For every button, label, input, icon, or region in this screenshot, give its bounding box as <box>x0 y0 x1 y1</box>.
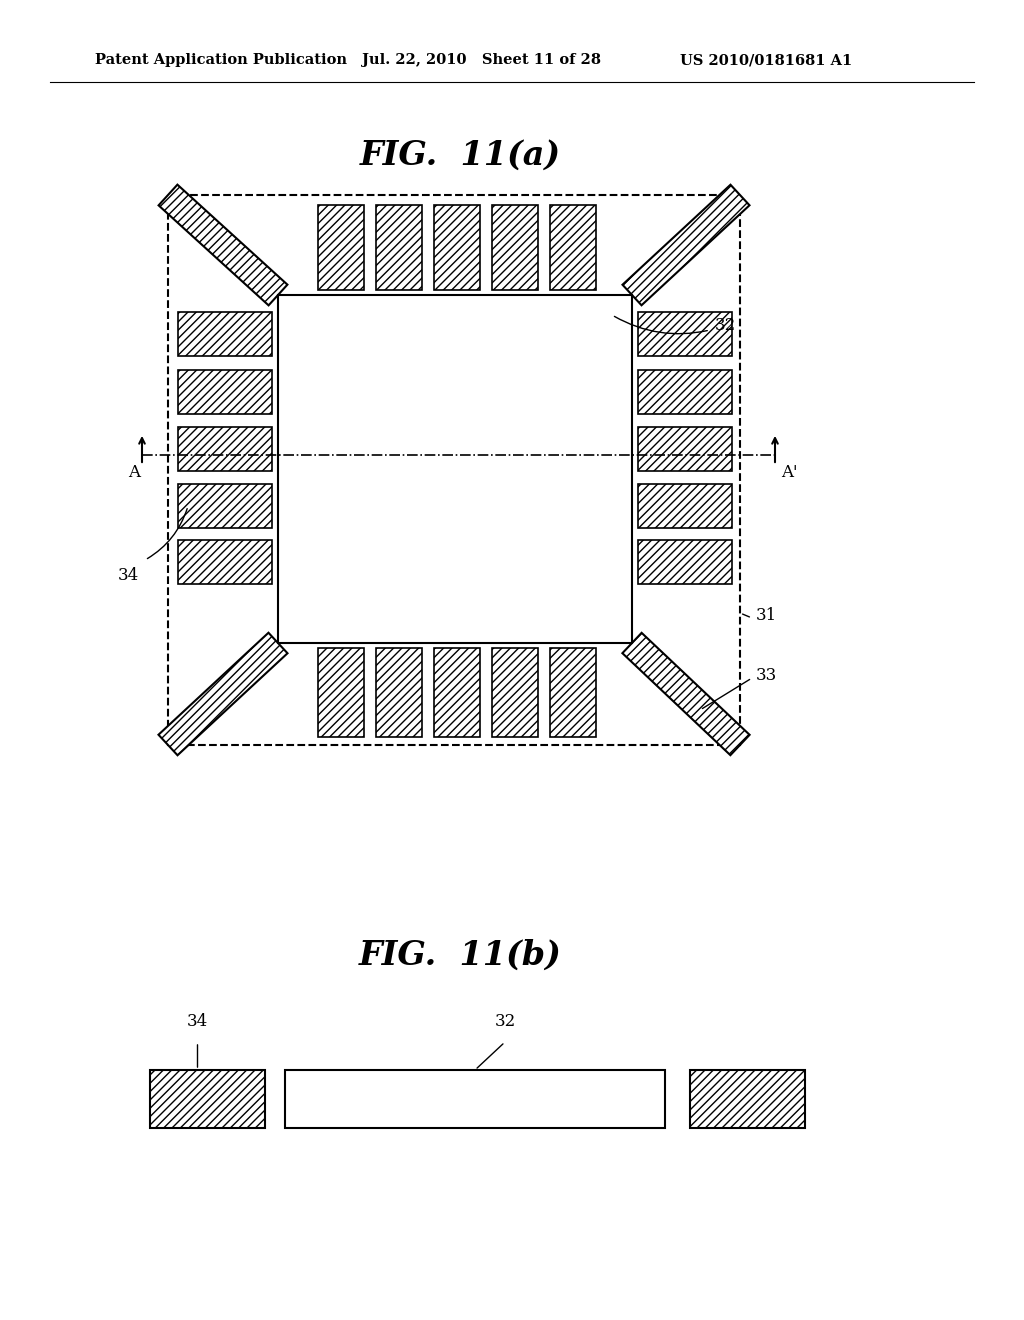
Bar <box>376 648 422 737</box>
Text: 33: 33 <box>756 667 777 684</box>
Bar <box>285 1071 665 1129</box>
Polygon shape <box>159 632 288 755</box>
Polygon shape <box>623 185 750 305</box>
Bar <box>638 426 732 471</box>
Bar <box>550 205 596 290</box>
Text: 32: 32 <box>495 1012 516 1030</box>
Text: FIG.  11(b): FIG. 11(b) <box>358 939 561 972</box>
Polygon shape <box>623 632 750 755</box>
Bar <box>150 1071 265 1129</box>
Bar <box>550 648 596 737</box>
Text: A': A' <box>780 465 798 480</box>
Bar <box>178 540 272 583</box>
Bar <box>318 205 364 290</box>
Text: US 2010/0181681 A1: US 2010/0181681 A1 <box>680 53 852 67</box>
Bar <box>434 205 480 290</box>
Polygon shape <box>159 185 288 305</box>
Bar <box>434 648 480 737</box>
Text: Patent Application Publication: Patent Application Publication <box>95 53 347 67</box>
Bar <box>638 484 732 528</box>
Bar <box>178 426 272 471</box>
Bar <box>178 312 272 356</box>
Bar <box>178 484 272 528</box>
Text: 31: 31 <box>756 606 777 623</box>
Bar <box>638 370 732 414</box>
Bar <box>638 540 732 583</box>
Bar <box>168 195 740 744</box>
Text: 34: 34 <box>186 1012 208 1030</box>
Bar <box>178 370 272 414</box>
Bar <box>278 294 632 643</box>
Text: 32: 32 <box>715 317 736 334</box>
Bar <box>318 648 364 737</box>
Bar <box>376 205 422 290</box>
Text: 34: 34 <box>118 566 139 583</box>
Bar <box>492 205 538 290</box>
Bar <box>638 312 732 356</box>
Text: Jul. 22, 2010   Sheet 11 of 28: Jul. 22, 2010 Sheet 11 of 28 <box>362 53 601 67</box>
Text: FIG.  11(a): FIG. 11(a) <box>359 139 560 172</box>
Text: A: A <box>128 465 140 480</box>
Bar <box>690 1071 805 1129</box>
Bar <box>492 648 538 737</box>
